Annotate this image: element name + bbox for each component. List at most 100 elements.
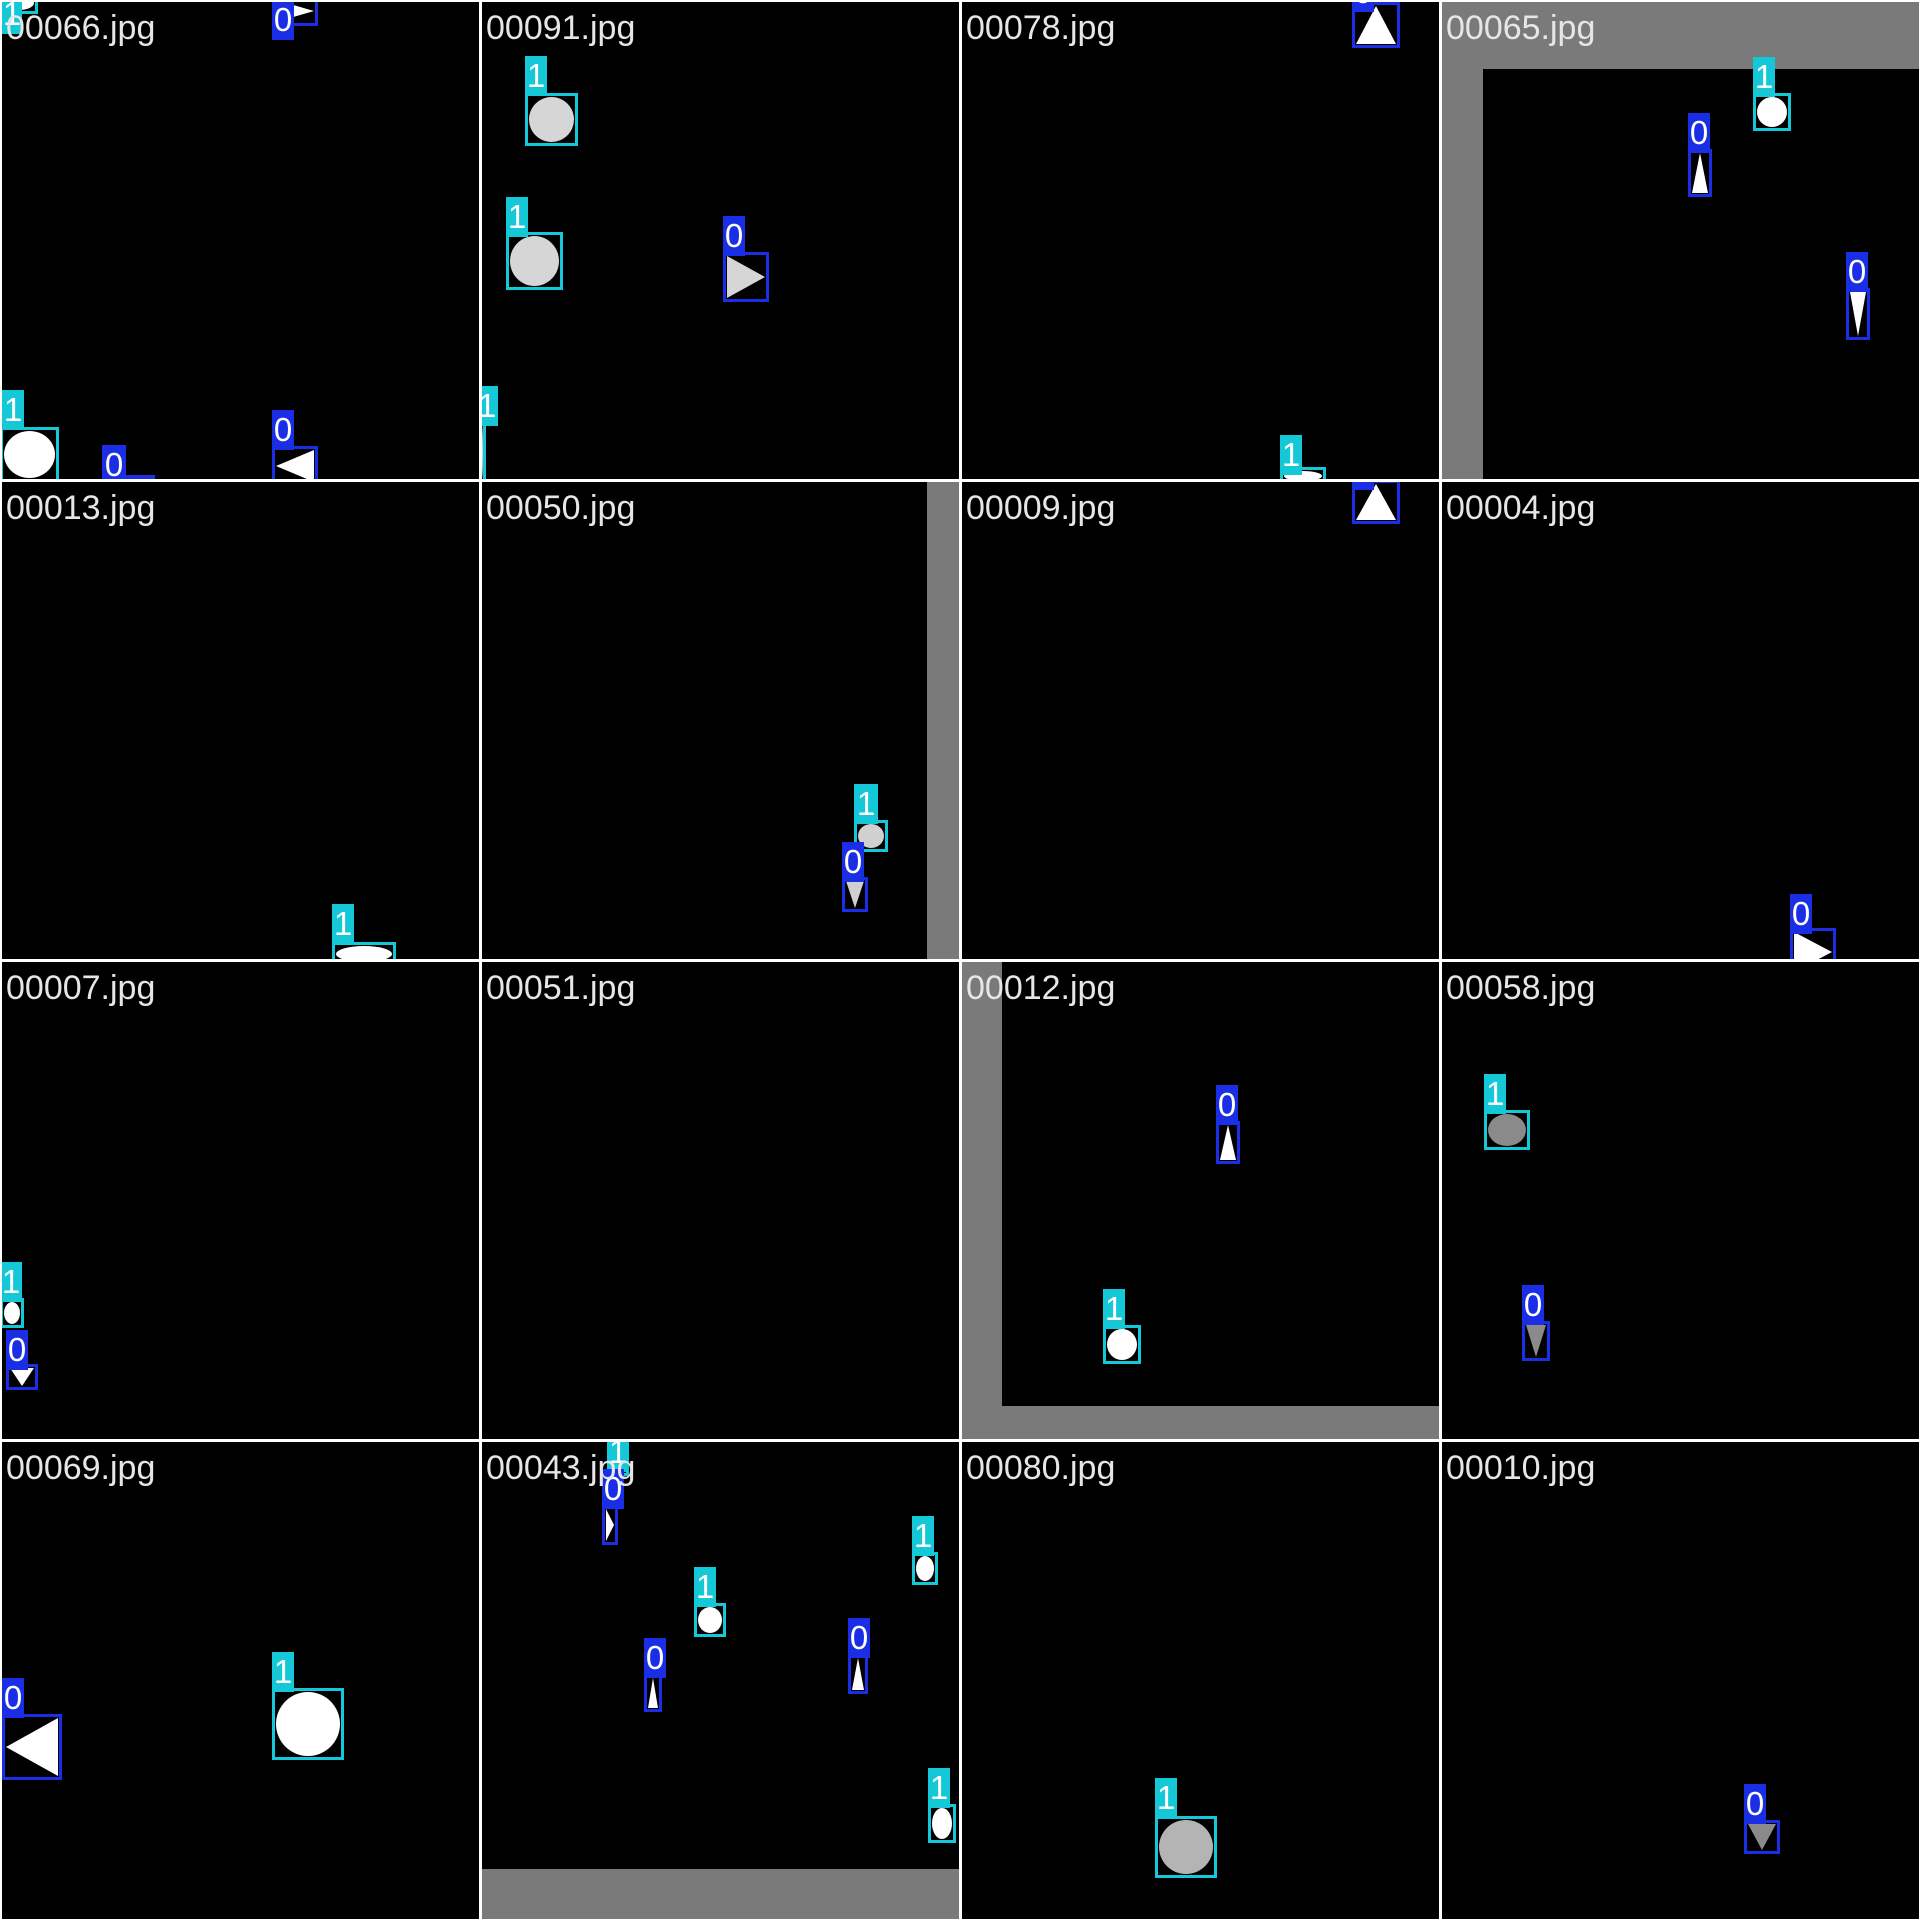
bounding-box-class-1 (2, 1298, 24, 1328)
image-tile: 1 0 00058.jpg (1442, 962, 1919, 1439)
triangle-object (1522, 1321, 1550, 1366)
triangle-object (1790, 928, 1836, 959)
image-tile: 1 0 00050.jpg (482, 482, 959, 959)
triangle-object (1352, 2, 1400, 53)
bounding-box-class-1 (1753, 93, 1791, 131)
tile-filename: 00066.jpg (6, 9, 156, 47)
arena-wall (962, 962, 1002, 1439)
class-label-tag: 1 (506, 197, 528, 237)
bounding-box-class-0 (848, 1654, 868, 1694)
class-label-tag: 1 (482, 386, 498, 426)
triangle-object (272, 446, 318, 479)
class-label-tag: 1 (607, 1442, 629, 1472)
bounding-box-class-0 (1790, 928, 1836, 959)
image-tile: 00051.jpg (482, 962, 959, 1439)
arena-wall (927, 482, 959, 959)
circle-object (506, 232, 563, 295)
class-label-tag: 0 (1352, 2, 1374, 12)
circle-object (1155, 1816, 1217, 1883)
class-label-tag: 0 (272, 2, 294, 40)
bounding-box-class-0 (1744, 1820, 1780, 1854)
triangle-object (842, 877, 868, 917)
bounding-box-class-0 (644, 1674, 662, 1712)
class-label-tag: 0 (1216, 1085, 1238, 1125)
bounding-box-class-0 (1352, 2, 1400, 48)
image-tile: 1 00013.jpg (2, 482, 479, 959)
tile-filename: 00004.jpg (1446, 489, 1596, 527)
class-label-tag: 0 (842, 842, 864, 882)
triangle-object (6, 1364, 38, 1395)
class-label-tag: 0 (602, 1469, 624, 1509)
triangle-object (2, 1714, 62, 1785)
triangle-object (848, 1654, 868, 1699)
triangle-object (1216, 1121, 1240, 1169)
circle-object (482, 422, 486, 479)
class-label-tag: 1 (1484, 1074, 1506, 1114)
bounding-box-class-1 (482, 422, 486, 479)
tile-filename: 00009.jpg (966, 489, 1116, 527)
class-label-tag: 1 (2, 1262, 22, 1302)
class-label-tag: 1 (854, 784, 878, 824)
circle-object (1484, 1110, 1530, 1155)
bounding-box-class-1 (1103, 1325, 1141, 1364)
bounding-box-class-0 (1216, 1121, 1240, 1164)
tile-filename: 00080.jpg (966, 1449, 1116, 1487)
class-label-tag: 0 (102, 445, 126, 479)
image-tile: 1 1 0 1 00091.jpg (482, 2, 959, 479)
triangle-object (602, 1505, 618, 1550)
circle-object (854, 820, 888, 857)
class-label-tag: 1 (525, 56, 547, 96)
tile-filename: 00058.jpg (1446, 969, 1596, 1007)
circle-object (694, 1603, 726, 1642)
tile-filename: 00010.jpg (1446, 1449, 1596, 1487)
class-label-tag: 0 (1744, 1784, 1766, 1824)
circle-object (1103, 1325, 1141, 1369)
class-label-tag: 1 (1155, 1778, 1177, 1818)
image-tile: 1 0 1 0 0 00066.jpg (2, 2, 479, 479)
class-label-tag: 0 (1688, 113, 1710, 153)
class-label-tag: 0 (1846, 252, 1868, 292)
tile-filename: 00065.jpg (1446, 9, 1596, 47)
tile-filename: 00069.jpg (6, 1449, 156, 1487)
class-label-tag: 0 (1790, 894, 1812, 934)
bounding-box-class-1 (694, 1603, 726, 1637)
circle-object (2, 1298, 24, 1333)
triangle-object (1352, 482, 1400, 529)
class-label-tag: 0 (2, 1678, 24, 1718)
circle-object (272, 1688, 344, 1765)
bounding-box-class-1 (506, 232, 563, 290)
image-tile: 0 00010.jpg (1442, 1442, 1919, 1919)
bounding-box-class-1 (928, 1804, 956, 1843)
class-label-tag: 1 (694, 1567, 716, 1607)
class-label-tag: 1 (912, 1516, 934, 1556)
class-label-tag: 1 (272, 1652, 294, 1692)
tile-filename: 00051.jpg (486, 969, 636, 1007)
bounding-box-class-0 (1688, 149, 1712, 197)
class-label-tag: 1 (1280, 435, 1302, 475)
bounding-box-class-0 (1846, 288, 1870, 340)
bounding-box-class-1 (272, 1688, 344, 1760)
circle-object (912, 1552, 938, 1590)
image-tile: 0 00009.jpg (962, 482, 1439, 959)
image-tile: 1 0 1 1 0 0 1 00043.jpg (482, 1442, 959, 1919)
bounding-box-class-1 (525, 93, 578, 146)
bounding-box-class-1 (2, 427, 59, 479)
bounding-box-class-0 (272, 446, 318, 479)
class-label-tag: 0 (848, 1618, 870, 1658)
circle-object (2, 427, 59, 479)
triangle-object (723, 252, 769, 307)
image-tile: 0 1 00069.jpg (2, 1442, 479, 1919)
triangle-object (644, 1674, 662, 1717)
class-label-tag: 1 (332, 904, 354, 944)
image-tile: 1 0 0 00065.jpg (1442, 2, 1919, 479)
circle-object (332, 942, 396, 959)
arena-wall (962, 1406, 1439, 1439)
class-label-tag: 0 (1522, 1285, 1544, 1325)
class-label-tag: 0 (644, 1638, 666, 1678)
image-tile: 0 00004.jpg (1442, 482, 1919, 959)
class-label-tag: 1 (2, 390, 24, 430)
circle-object (525, 93, 578, 151)
bounding-box-class-0 (602, 1505, 618, 1545)
tile-filename: 00091.jpg (486, 9, 636, 47)
